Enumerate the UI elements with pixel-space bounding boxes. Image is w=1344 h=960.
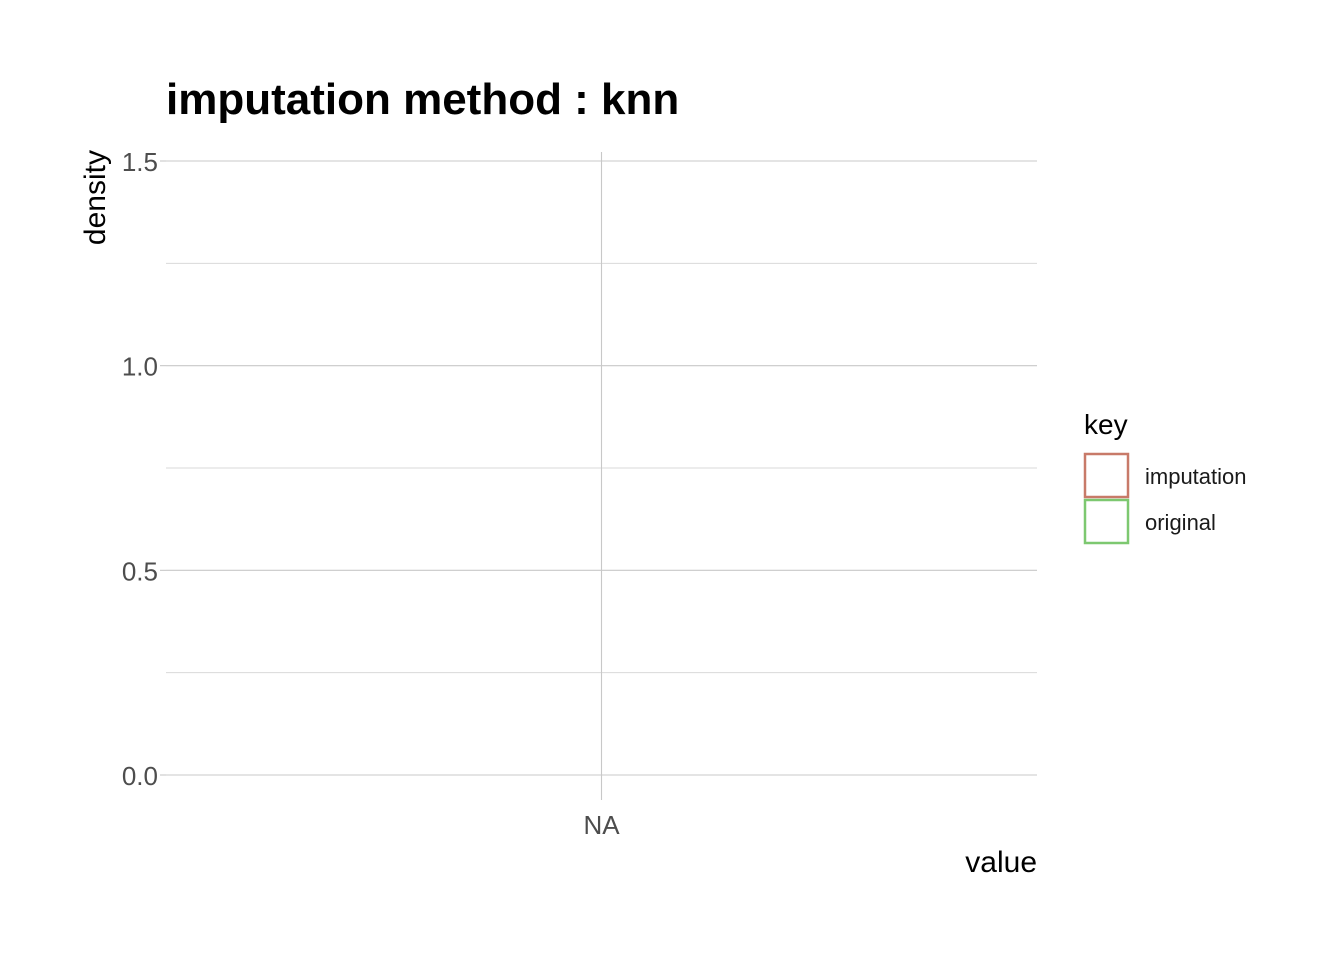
y-axis-title: density — [79, 150, 112, 245]
x-tick-label: NA — [583, 810, 620, 840]
x-axis-title: value — [965, 846, 1037, 879]
legend-key-original — [1083, 498, 1130, 545]
chart-title: imputation method : knn — [166, 75, 679, 124]
legend-label-imputation: imputation — [1145, 464, 1247, 489]
y-tick-label: 1.5 — [122, 147, 158, 177]
legend-title: key — [1084, 409, 1128, 440]
y-tick-label: 0.5 — [122, 556, 158, 586]
y-tick-label: 0.0 — [122, 761, 158, 791]
y-axis-ticks: 0.0 0.5 1.0 1.5 — [122, 147, 166, 791]
legend-label-original: original — [1145, 510, 1216, 535]
legend-key-imputation — [1083, 452, 1130, 499]
legend: key imputation original — [1083, 409, 1247, 545]
legend-items: imputation original — [1083, 452, 1247, 545]
y-tick-label: 1.0 — [122, 352, 158, 382]
x-axis-ticks: NA — [583, 810, 620, 840]
grid — [166, 152, 1037, 800]
